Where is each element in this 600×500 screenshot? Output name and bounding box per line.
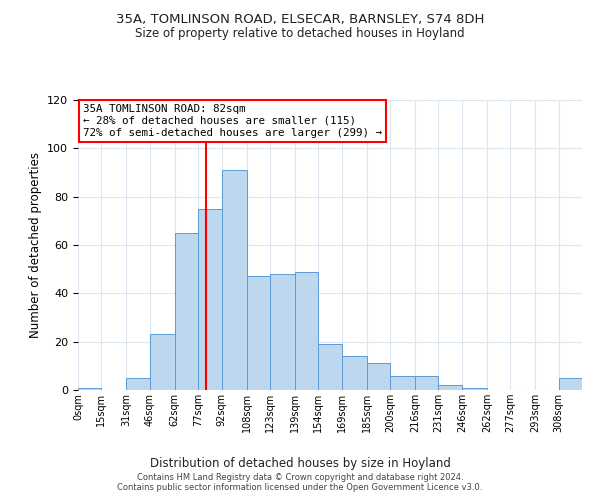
Bar (318, 344, 342, 390)
Bar (462, 388, 487, 390)
Bar (150, 334, 175, 390)
Bar (78, 388, 101, 390)
Text: Size of property relative to detached houses in Hoyland: Size of property relative to detached ho… (135, 28, 465, 40)
Bar (390, 376, 415, 390)
Bar (415, 376, 439, 390)
Bar (439, 385, 462, 390)
Bar (559, 378, 582, 390)
Bar (295, 272, 318, 390)
Text: Contains HM Land Registry data © Crown copyright and database right 2024.
Contai: Contains HM Land Registry data © Crown c… (118, 473, 482, 492)
Bar (127, 378, 150, 390)
Text: Distribution of detached houses by size in Hoyland: Distribution of detached houses by size … (149, 458, 451, 470)
Bar (367, 364, 390, 390)
Text: 35A, TOMLINSON ROAD, ELSECAR, BARNSLEY, S74 8DH: 35A, TOMLINSON ROAD, ELSECAR, BARNSLEY, … (116, 12, 484, 26)
Y-axis label: Number of detached properties: Number of detached properties (29, 152, 41, 338)
Bar (175, 233, 198, 390)
Bar (270, 274, 295, 390)
Text: 35A TOMLINSON ROAD: 82sqm
← 28% of detached houses are smaller (115)
72% of semi: 35A TOMLINSON ROAD: 82sqm ← 28% of detac… (83, 104, 382, 138)
Bar (247, 276, 270, 390)
Bar (342, 356, 367, 390)
Bar (198, 209, 221, 390)
Bar (221, 170, 247, 390)
